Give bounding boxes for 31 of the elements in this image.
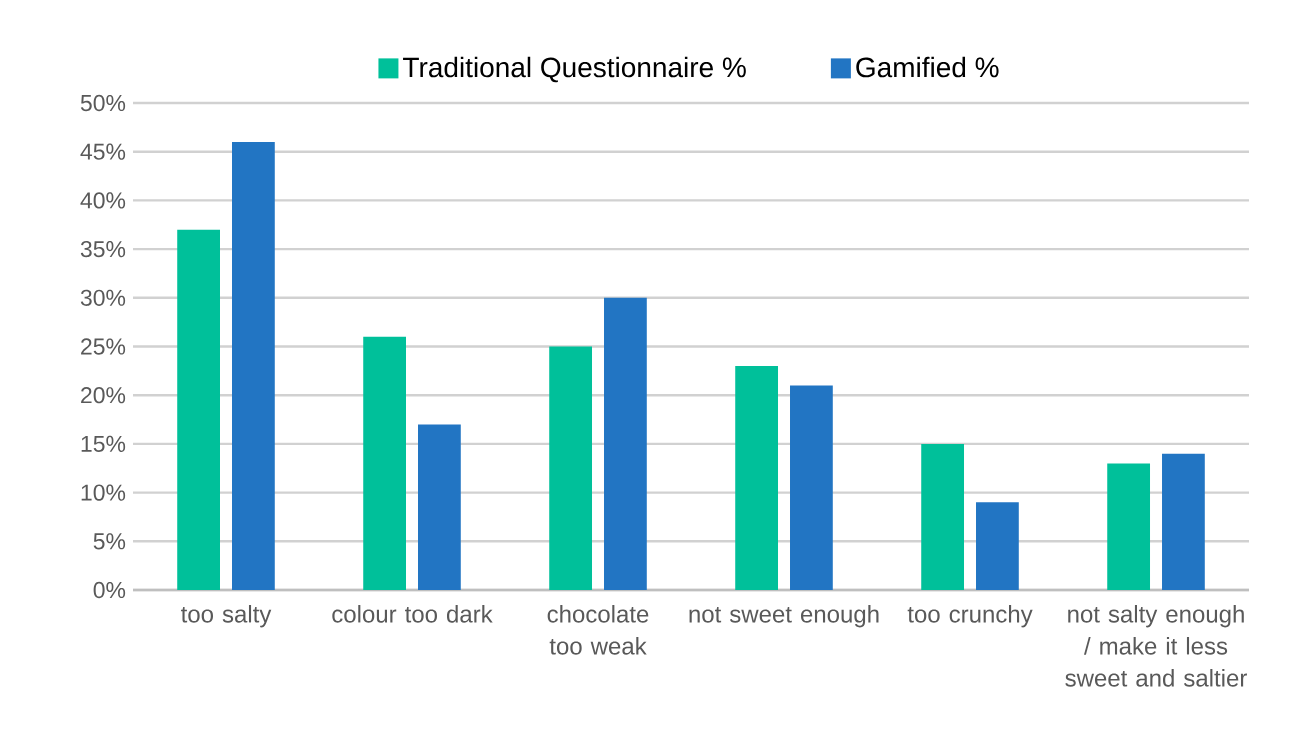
y-tick-label: 35% [80,240,126,258]
y-tick-label: 50% [80,94,126,112]
y-tick-label: 15% [81,435,126,452]
x-tick-label: chocolate too weak [547,605,649,655]
bar [363,336,406,590]
y-tick-label: 10% [81,484,126,501]
legend-label: Gamified % [856,56,999,78]
y-tick-label: 45% [80,143,126,160]
y-tick-label: 40% [80,192,126,209]
x-tick-label: not salty enough / make it less sweet and saltier [1065,605,1247,687]
bar [177,229,220,590]
bar [232,141,275,590]
y-tick-label: 30% [80,289,126,306]
x-tick-label: too crunchy [907,605,1033,628]
bar [418,424,461,590]
bar [1107,463,1151,590]
bar [604,297,647,590]
bar [1162,453,1205,590]
bar [921,443,965,590]
legend-label: Traditional Questionnaire % [403,56,746,83]
y-tick-label: 0% [93,581,126,599]
bar [735,365,779,590]
y-tick-label: 25% [81,338,126,355]
y-tick-label: 5% [93,533,126,550]
y-tick-label: 20% [81,387,126,404]
bar [549,346,593,590]
x-tick-label: colour too dark [332,605,493,623]
x-tick-label: not sweet enough [689,605,879,628]
x-tick-label: too salty [181,605,272,628]
bar [976,502,1019,590]
bar [790,385,833,590]
